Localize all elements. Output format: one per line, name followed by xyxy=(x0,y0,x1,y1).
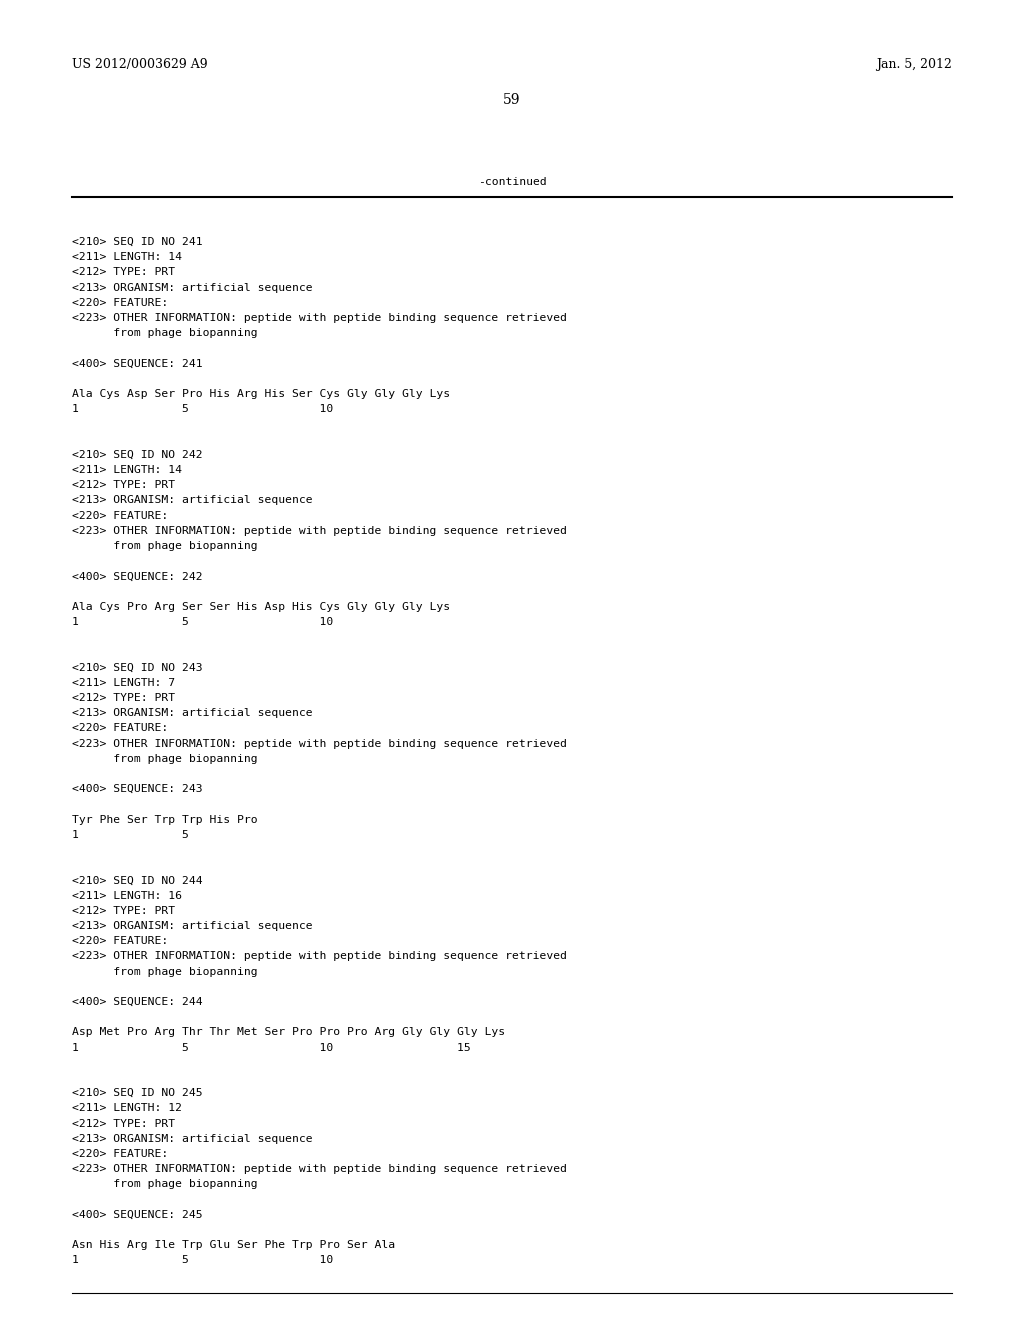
Text: 59: 59 xyxy=(503,92,521,107)
Text: Ala Cys Pro Arg Ser Ser His Asp His Cys Gly Gly Gly Lys: Ala Cys Pro Arg Ser Ser His Asp His Cys … xyxy=(72,602,451,611)
Text: <212> TYPE: PRT: <212> TYPE: PRT xyxy=(72,906,175,916)
Text: <210> SEQ ID NO 245: <210> SEQ ID NO 245 xyxy=(72,1088,203,1098)
Text: <223> OTHER INFORMATION: peptide with peptide binding sequence retrieved: <223> OTHER INFORMATION: peptide with pe… xyxy=(72,1164,567,1175)
Text: <213> ORGANISM: artificial sequence: <213> ORGANISM: artificial sequence xyxy=(72,495,312,506)
Text: <213> ORGANISM: artificial sequence: <213> ORGANISM: artificial sequence xyxy=(72,709,312,718)
Text: <223> OTHER INFORMATION: peptide with peptide binding sequence retrieved: <223> OTHER INFORMATION: peptide with pe… xyxy=(72,525,567,536)
Text: from phage biopanning: from phage biopanning xyxy=(72,966,258,977)
Text: <220> FEATURE:: <220> FEATURE: xyxy=(72,723,168,734)
Text: Ala Cys Asp Ser Pro His Arg His Ser Cys Gly Gly Gly Lys: Ala Cys Asp Ser Pro His Arg His Ser Cys … xyxy=(72,389,451,399)
Text: <212> TYPE: PRT: <212> TYPE: PRT xyxy=(72,693,175,704)
Text: 1               5                   10: 1 5 10 xyxy=(72,616,333,627)
Text: <220> FEATURE:: <220> FEATURE: xyxy=(72,1148,168,1159)
Text: 1               5                   10                  15: 1 5 10 15 xyxy=(72,1043,471,1052)
Text: <213> ORGANISM: artificial sequence: <213> ORGANISM: artificial sequence xyxy=(72,921,312,931)
Text: <213> ORGANISM: artificial sequence: <213> ORGANISM: artificial sequence xyxy=(72,282,312,293)
Text: <400> SEQUENCE: 241: <400> SEQUENCE: 241 xyxy=(72,359,203,368)
Text: <400> SEQUENCE: 243: <400> SEQUENCE: 243 xyxy=(72,784,203,795)
Text: <210> SEQ ID NO 244: <210> SEQ ID NO 244 xyxy=(72,875,203,886)
Text: <212> TYPE: PRT: <212> TYPE: PRT xyxy=(72,480,175,490)
Text: <220> FEATURE:: <220> FEATURE: xyxy=(72,936,168,946)
Text: <213> ORGANISM: artificial sequence: <213> ORGANISM: artificial sequence xyxy=(72,1134,312,1144)
Text: <220> FEATURE:: <220> FEATURE: xyxy=(72,511,168,520)
Text: <210> SEQ ID NO 241: <210> SEQ ID NO 241 xyxy=(72,238,203,247)
Text: <211> LENGTH: 14: <211> LENGTH: 14 xyxy=(72,252,182,263)
Text: <210> SEQ ID NO 242: <210> SEQ ID NO 242 xyxy=(72,450,203,459)
Text: <400> SEQUENCE: 244: <400> SEQUENCE: 244 xyxy=(72,997,203,1007)
Text: Tyr Phe Ser Trp Trp His Pro: Tyr Phe Ser Trp Trp His Pro xyxy=(72,814,258,825)
Text: <223> OTHER INFORMATION: peptide with peptide binding sequence retrieved: <223> OTHER INFORMATION: peptide with pe… xyxy=(72,952,567,961)
Text: Asn His Arg Ile Trp Glu Ser Phe Trp Pro Ser Ala: Asn His Arg Ile Trp Glu Ser Phe Trp Pro … xyxy=(72,1241,395,1250)
Text: <212> TYPE: PRT: <212> TYPE: PRT xyxy=(72,1118,175,1129)
Text: <211> LENGTH: 14: <211> LENGTH: 14 xyxy=(72,465,182,475)
Text: <210> SEQ ID NO 243: <210> SEQ ID NO 243 xyxy=(72,663,203,673)
Text: <211> LENGTH: 7: <211> LENGTH: 7 xyxy=(72,677,175,688)
Text: <400> SEQUENCE: 245: <400> SEQUENCE: 245 xyxy=(72,1210,203,1220)
Text: Asp Met Pro Arg Thr Thr Met Ser Pro Pro Pro Arg Gly Gly Gly Lys: Asp Met Pro Arg Thr Thr Met Ser Pro Pro … xyxy=(72,1027,505,1038)
Text: US 2012/0003629 A9: US 2012/0003629 A9 xyxy=(72,58,208,71)
Text: <400> SEQUENCE: 242: <400> SEQUENCE: 242 xyxy=(72,572,203,581)
Text: 1               5                   10: 1 5 10 xyxy=(72,404,333,414)
Text: <223> OTHER INFORMATION: peptide with peptide binding sequence retrieved: <223> OTHER INFORMATION: peptide with pe… xyxy=(72,313,567,323)
Text: from phage biopanning: from phage biopanning xyxy=(72,1179,258,1189)
Text: 1               5: 1 5 xyxy=(72,830,188,840)
Text: from phage biopanning: from phage biopanning xyxy=(72,541,258,550)
Text: <211> LENGTH: 12: <211> LENGTH: 12 xyxy=(72,1104,182,1113)
Text: 1               5                   10: 1 5 10 xyxy=(72,1255,333,1266)
Text: <211> LENGTH: 16: <211> LENGTH: 16 xyxy=(72,891,182,900)
Text: <212> TYPE: PRT: <212> TYPE: PRT xyxy=(72,268,175,277)
Text: from phage biopanning: from phage biopanning xyxy=(72,329,258,338)
Text: -continued: -continued xyxy=(477,177,547,187)
Text: from phage biopanning: from phage biopanning xyxy=(72,754,258,764)
Text: <223> OTHER INFORMATION: peptide with peptide binding sequence retrieved: <223> OTHER INFORMATION: peptide with pe… xyxy=(72,739,567,748)
Text: <220> FEATURE:: <220> FEATURE: xyxy=(72,298,168,308)
Text: Jan. 5, 2012: Jan. 5, 2012 xyxy=(877,58,952,71)
